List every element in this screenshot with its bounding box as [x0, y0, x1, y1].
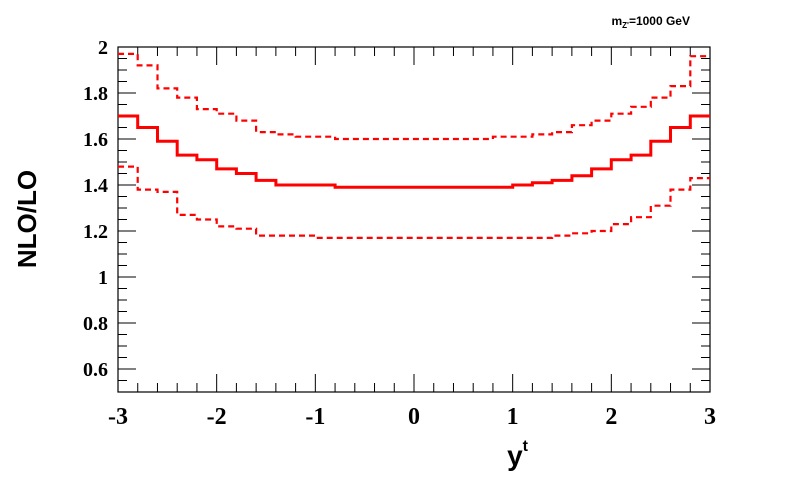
y-tick-label: 0.6: [83, 359, 108, 381]
upper-band-line: [118, 52, 710, 141]
y-tick-labels: 0.6 0.8 1 1.2 1.4 1.6 1.8 2: [83, 37, 108, 381]
x-axis-title: yt: [507, 438, 529, 471]
y-tick-label: 1.6: [83, 129, 108, 151]
x-tick-label: -3: [108, 404, 128, 430]
y-tick-label: 1.8: [83, 83, 108, 105]
central-ratio-line: [118, 114, 710, 189]
x-tick-label: 0: [408, 404, 420, 430]
mass-annotation: mZ'=1000 GeV: [611, 14, 690, 30]
y-tick-label: 1.2: [83, 221, 108, 243]
y-axis-title: NLO/LO: [12, 170, 42, 268]
y-tick-label: 1.4: [83, 175, 108, 197]
x-tick-label: 3: [704, 404, 716, 430]
series-lines: [118, 52, 710, 239]
y-tick-label: 2: [98, 37, 108, 59]
lower-band-line: [118, 165, 710, 239]
x-tick-label: 1: [507, 404, 519, 430]
y-tick-label: 1: [98, 267, 108, 289]
y-tick-label: 0.8: [83, 313, 108, 335]
axis-ticks: [117, 46, 711, 393]
x-tick-label: -1: [305, 404, 325, 430]
x-tick-label: -2: [207, 404, 227, 430]
x-tick-label: 2: [605, 404, 617, 430]
x-tick-labels: -3 -2 -1 0 1 2 3: [108, 404, 716, 430]
